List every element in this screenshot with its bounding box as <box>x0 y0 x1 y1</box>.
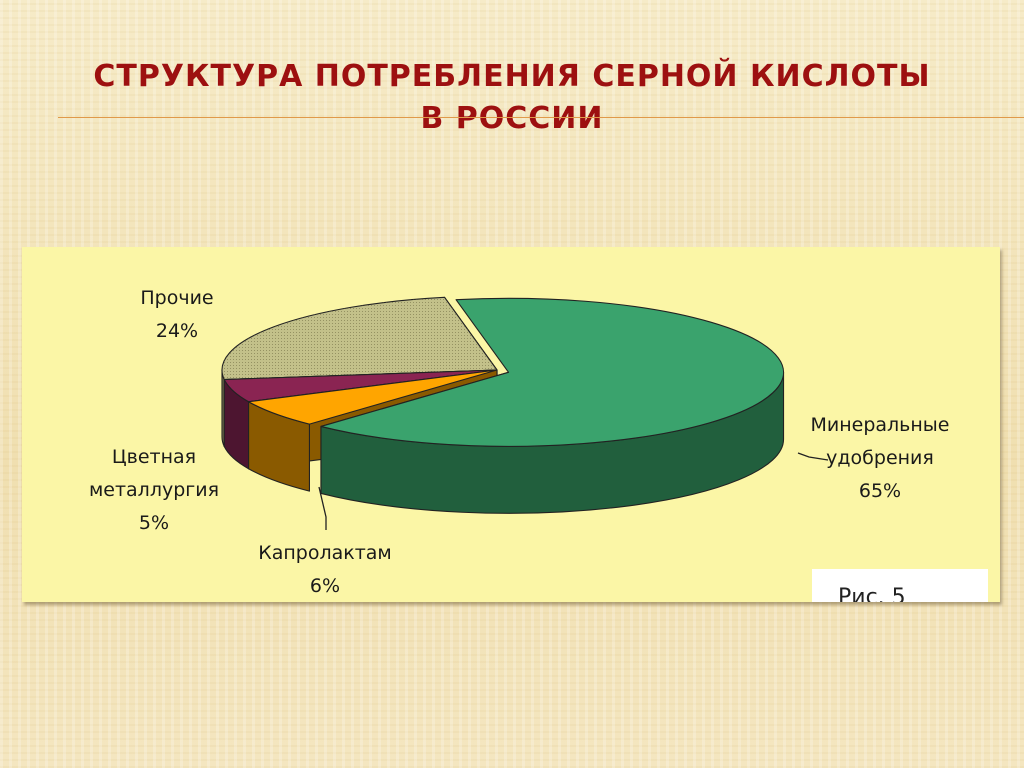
label-капролактам-line-2: 6% <box>310 575 340 597</box>
title-line-2: В РОССИИ <box>420 101 604 136</box>
label-цветная-металлургия-line-1: Цветная <box>112 446 196 468</box>
figure-caption-box: Рис. 5 <box>812 569 988 602</box>
data-labels: Минеральные удобрения 65% Капролактам 6% Цвет… <box>89 287 950 597</box>
leader-минеральные-удобрения <box>797 452 829 461</box>
pie-slices <box>221 296 785 514</box>
pie-slice-минеральные-удобрения <box>320 297 785 514</box>
label-капролактам-line-1: Капролактам <box>258 542 392 564</box>
title-line-1: СТРУКТУРА ПОТРЕБЛЕНИЯ СЕРНОЙ КИСЛОТЫ <box>93 59 931 94</box>
chart-panel: Минеральные удобрения 65% Капролактам 6% Цвет… <box>22 247 1000 602</box>
label-минеральные-удобрения: Минеральные удобрения 65% <box>810 414 949 502</box>
label-минеральные-удобрения-line-2: удобрения <box>826 447 934 469</box>
label-цветная-металлургия-line-2: металлургия <box>89 479 219 501</box>
leader-lines <box>318 452 829 530</box>
label-минеральные-удобрения-line-3: 65% <box>859 480 901 502</box>
slide-title: СТРУКТУРА ПОТРЕБЛЕНИЯ СЕРНОЙ КИСЛОТЫ В Р… <box>0 56 1024 140</box>
label-прочие-line-2: 24% <box>156 320 198 342</box>
label-прочие: Прочие 24% <box>140 287 213 342</box>
pie-chart: Минеральные удобрения 65% Капролактам 6% Цвет… <box>89 287 950 597</box>
label-цветная-металлургия-line-3: 5% <box>139 512 169 534</box>
label-капролактам: Капролактам 6% <box>258 542 392 597</box>
label-прочие-line-1: Прочие <box>140 287 213 309</box>
label-цветная-металлургия: Цветная металлургия 5% <box>89 446 219 534</box>
label-минеральные-удобрения-line-1: Минеральные <box>810 414 949 436</box>
leader-капролактам <box>318 486 327 530</box>
figure-label: Рис. 5 <box>838 585 906 602</box>
title-divider <box>58 117 1024 118</box>
